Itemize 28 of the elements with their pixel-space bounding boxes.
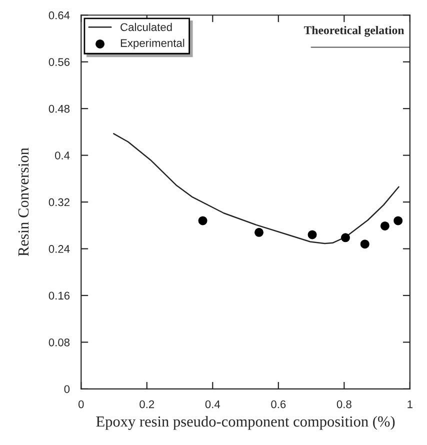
point — [340, 233, 350, 242]
y-tick-label: 0.4 — [55, 152, 70, 160]
point — [394, 216, 403, 226]
legend-label: Experimental — [120, 38, 184, 50]
y-tick-label: 0 — [64, 385, 70, 394]
y-tick-label: 0.32 — [48, 198, 70, 206]
x-tick-label: 0 — [78, 400, 84, 408]
point — [198, 216, 208, 226]
y-tick-label: 0.24 — [48, 245, 70, 253]
y-tick-label: 0.48 — [48, 104, 70, 113]
y-tick-label: 0.16 — [48, 292, 70, 300]
x-tick-label: 0.4 — [205, 400, 220, 408]
point — [308, 230, 317, 240]
legend-label: Calculated — [120, 22, 172, 32]
point — [254, 228, 264, 237]
line-series — [113, 133, 400, 244]
x-tick-label: 1 — [408, 400, 412, 408]
point — [360, 240, 370, 249]
y-tick-label: 0.08 — [48, 338, 70, 346]
x-tick-label: 0.8 — [336, 400, 352, 408]
x-tick-label: 0.6 — [271, 400, 286, 408]
ref-line-label: Theoretical gelation — [304, 26, 404, 37]
x-axis-title: Epoxy resin pseudo-component composition (%) — [96, 416, 395, 430]
x-tick-label: 0.2 — [140, 400, 154, 408]
point — [380, 221, 390, 230]
y-tick-label: 0.64 — [48, 11, 70, 20]
y-tick-label: 0.56 — [48, 58, 70, 66]
y-axis-title: Resin Conversion — [18, 148, 29, 256]
